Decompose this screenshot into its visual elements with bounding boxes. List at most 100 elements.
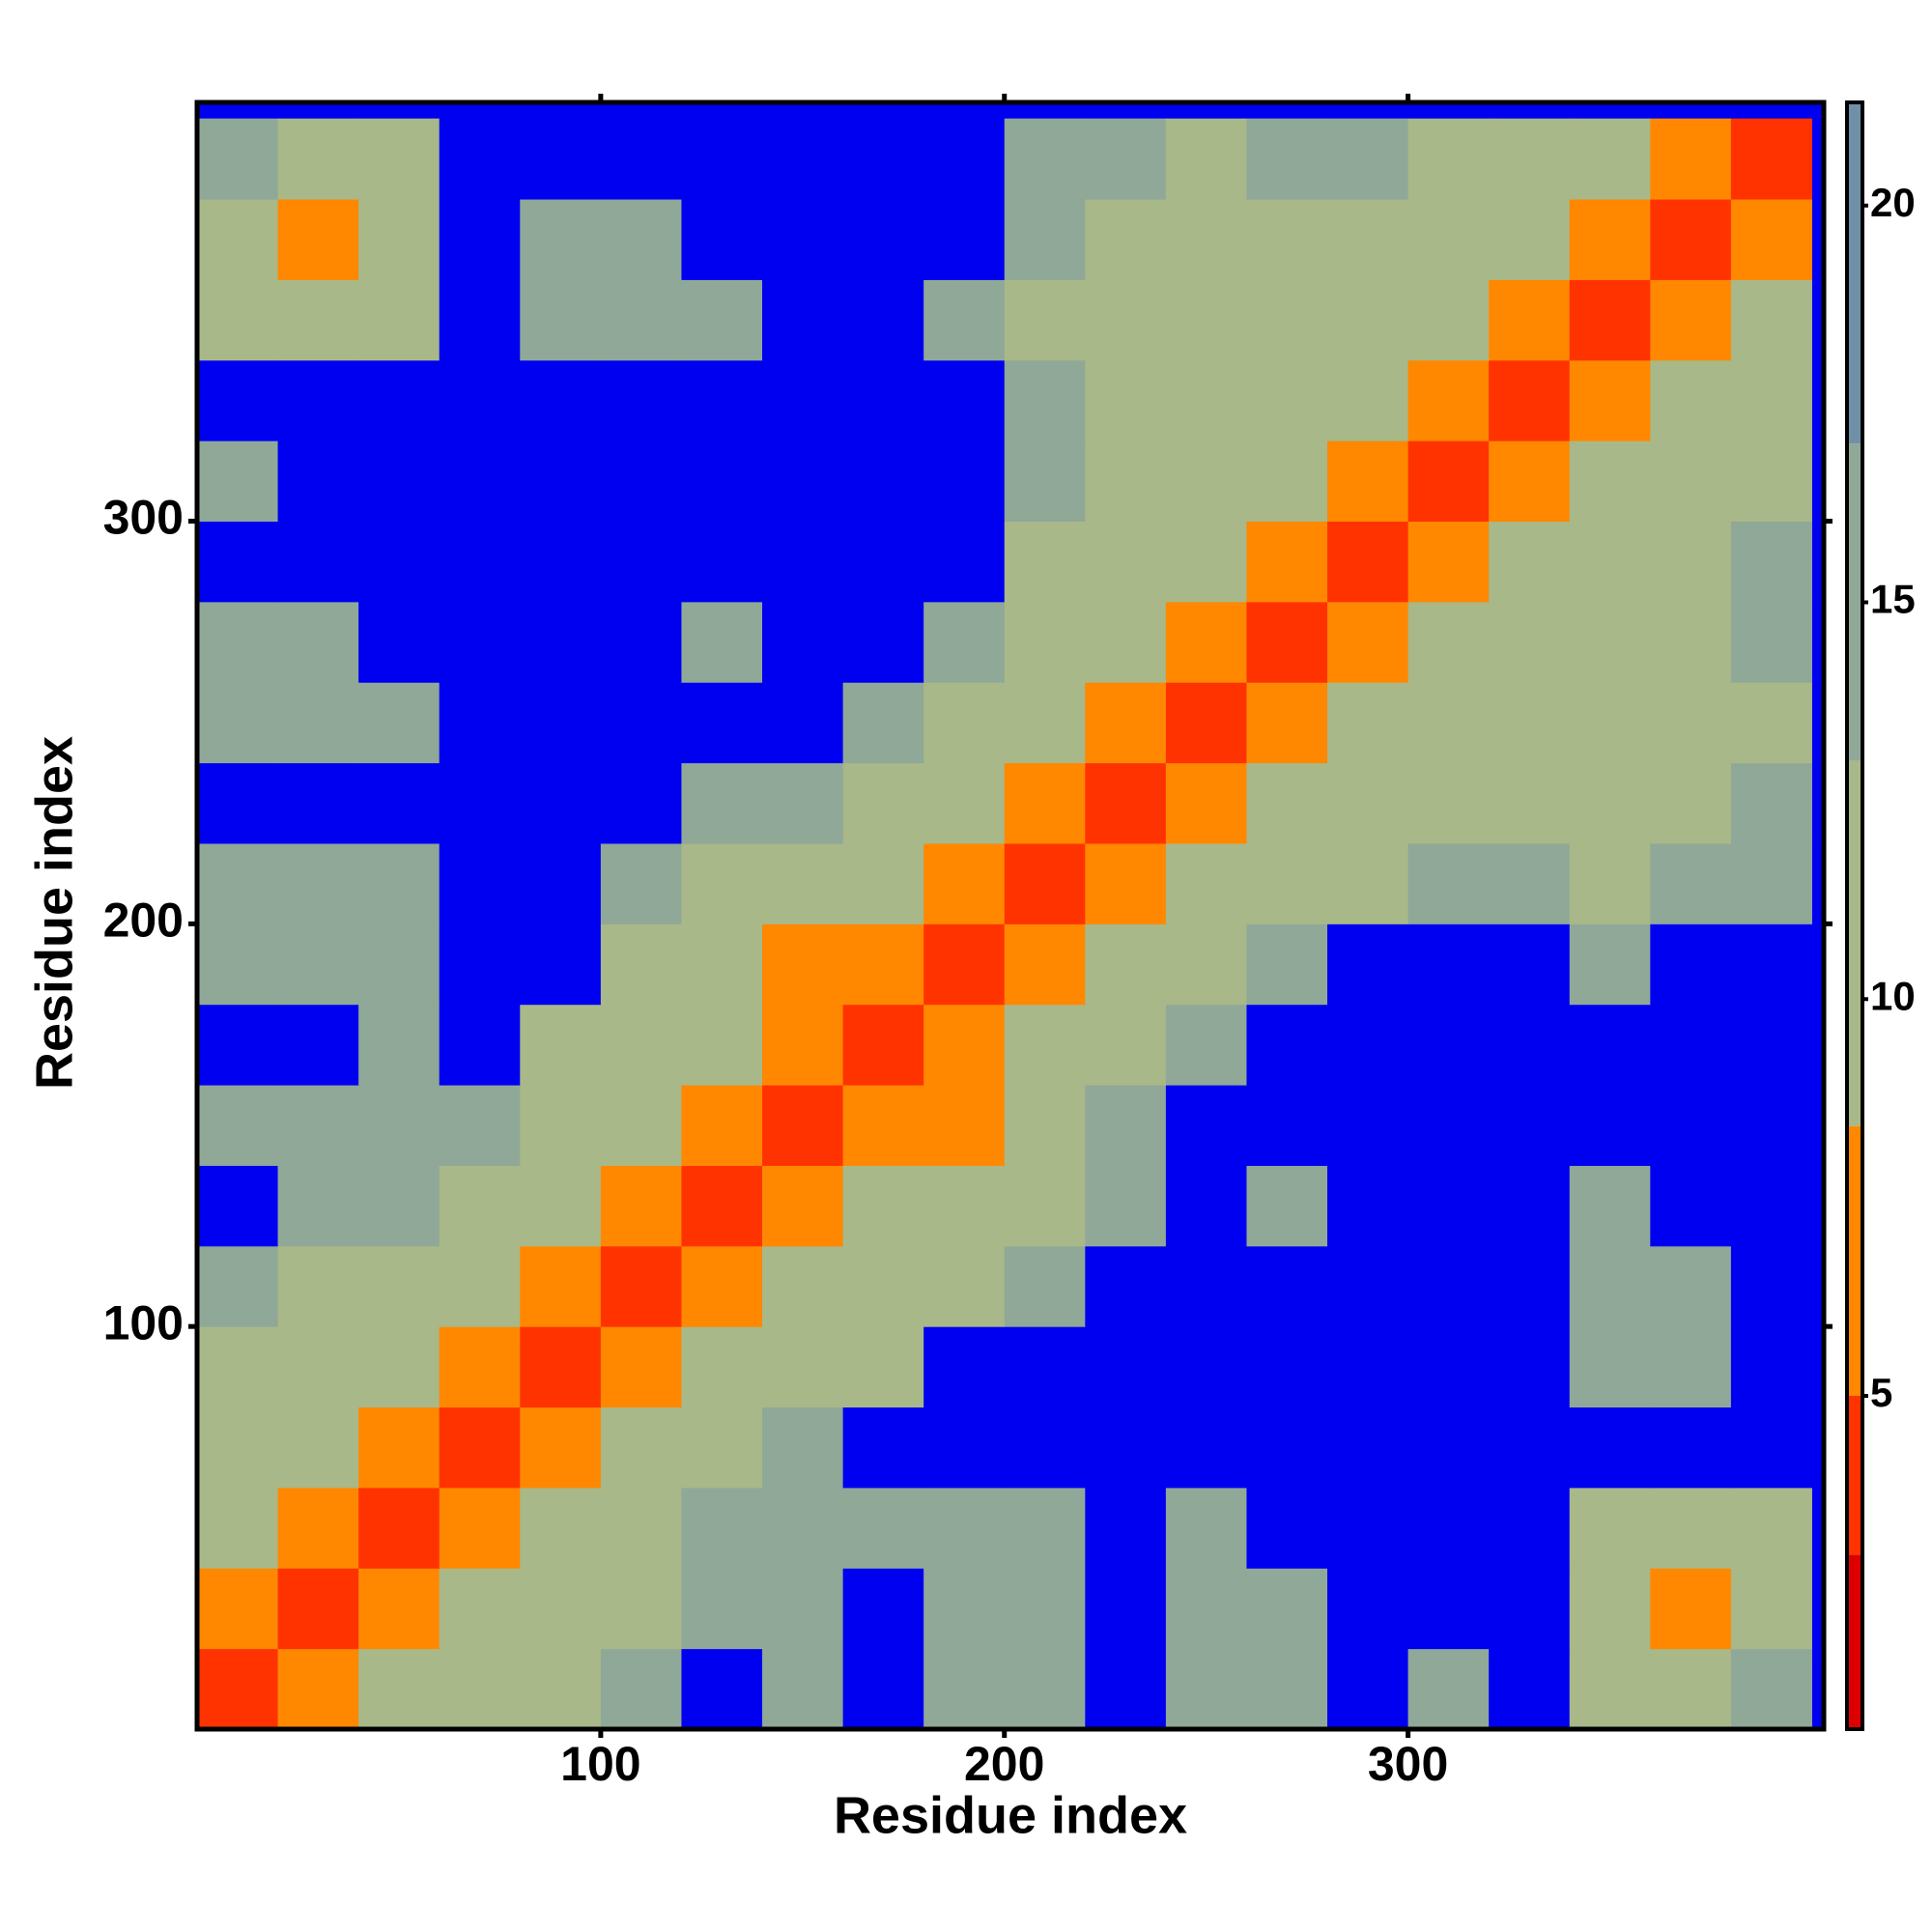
heatmap-cell [681,762,763,844]
heatmap-cell [197,1085,279,1166]
heatmap-cell [923,359,1006,441]
heatmap-cell [1085,118,1167,200]
heatmap-cell [197,762,279,844]
heatmap-cell [1004,1165,1086,1247]
heatmap-cell [842,118,924,200]
heatmap-cell [1085,1165,1167,1247]
heatmap-cell [1730,1085,1812,1166]
heatmap-cell [358,521,440,603]
heatmap-cell [1327,682,1409,764]
heatmap-cell [1004,440,1086,523]
heatmap-cell [681,1085,763,1166]
heatmap-cell [1246,279,1328,361]
heatmap-cell [600,1326,682,1408]
heatmap-cell [1730,199,1812,280]
heatmap-cell [1327,762,1409,844]
heatmap-cell [277,1568,359,1650]
heatmap-cell [1730,1326,1812,1408]
heatmap-cell [520,1326,602,1408]
heatmap-cell [1730,118,1812,200]
heatmap-cell [197,1568,279,1650]
heatmap-cell [1327,1648,1409,1730]
heatmap-cell [842,440,924,523]
heatmap-cell [1246,1245,1328,1327]
heatmap-cell [197,1245,279,1327]
heatmap-cell [1407,601,1490,683]
heatmap-cell [1650,923,1732,1006]
heatmap-cell [1165,279,1247,361]
heatmap-cell [762,1165,844,1247]
heatmap-cell [1246,1004,1328,1086]
heatmap-cell [1489,1648,1571,1730]
heatmap-cell [1165,923,1247,1006]
heatmap-cell [1407,842,1490,924]
heatmap-cell [520,359,602,441]
heatmap-cell [762,1326,844,1408]
heatmap-cell [1085,1245,1167,1327]
heatmap-cell [1489,1487,1571,1569]
heatmap-cell [923,199,1006,280]
heatmap-cell [1085,1487,1167,1569]
heatmap-cell [1730,923,1812,1006]
heatmap-cell [681,923,763,1006]
heatmap-cell [600,359,682,441]
heatmap-cell [1730,842,1812,924]
heatmap-cell [197,601,279,683]
heatmap-cell [762,521,844,603]
heatmap-cell [1569,842,1651,924]
heatmap-cell [1165,1165,1247,1247]
heatmap-cell [1569,762,1651,844]
heatmap-cell [1165,521,1247,603]
heatmap-cell [358,601,440,683]
heatmap-cell [1165,1487,1247,1569]
heatmap-cell [277,521,359,603]
heatmap-cell [681,118,763,200]
heatmap-cell [1650,1245,1732,1327]
heatmap-cell [1246,682,1328,764]
heatmap-cell [600,521,682,603]
colorbar-segment [1847,102,1862,444]
heatmap-cell [520,842,602,924]
heatmap-cell [842,1487,924,1569]
heatmap-cell [842,279,924,361]
heatmap-cell [600,762,682,844]
heatmap-cell [1165,1406,1247,1489]
heatmap-cell [1650,359,1732,441]
heatmap-cell [277,440,359,523]
heatmap-cell [277,199,359,280]
heatmap-cell [681,521,763,603]
colorbar-tick-label: 10 [1870,973,1916,1018]
heatmap-cell [1246,1326,1328,1408]
heatmap-cell [1489,1165,1571,1247]
heatmap-cell [197,923,279,1006]
heatmap-cell [277,1487,359,1569]
heatmap-cell [1730,1406,1812,1489]
heatmap-cell [1246,440,1328,523]
heatmap-cell [439,1085,521,1166]
heatmap-cell [1327,199,1409,280]
heatmap-cell [439,1326,521,1408]
heatmap-cell [1165,359,1247,441]
heatmap-cell [1327,1568,1409,1650]
heatmap-cell [358,1487,440,1569]
heatmap-cell [842,923,924,1006]
heatmap-cell [1246,1406,1328,1489]
heatmap-cell [1246,521,1328,603]
heatmap-cell [1165,601,1247,683]
heatmap-cell [1730,1568,1812,1650]
heatmap-cell [762,1487,844,1569]
heatmap-cell [1407,359,1490,441]
heatmap-cell [842,199,924,280]
heatmap-cell [1569,521,1651,603]
heatmap-cell [1327,1326,1409,1408]
heatmap-cell [1407,1165,1490,1247]
heatmap-cell [600,1085,682,1166]
heatmap-cell [1165,1245,1247,1327]
plot-frame [194,99,1827,1732]
heatmap-cell [600,199,682,280]
heatmap-cell [1569,682,1651,764]
heatmap-cell [1165,199,1247,280]
heatmap-cell [277,279,359,361]
heatmap-cell [439,762,521,844]
